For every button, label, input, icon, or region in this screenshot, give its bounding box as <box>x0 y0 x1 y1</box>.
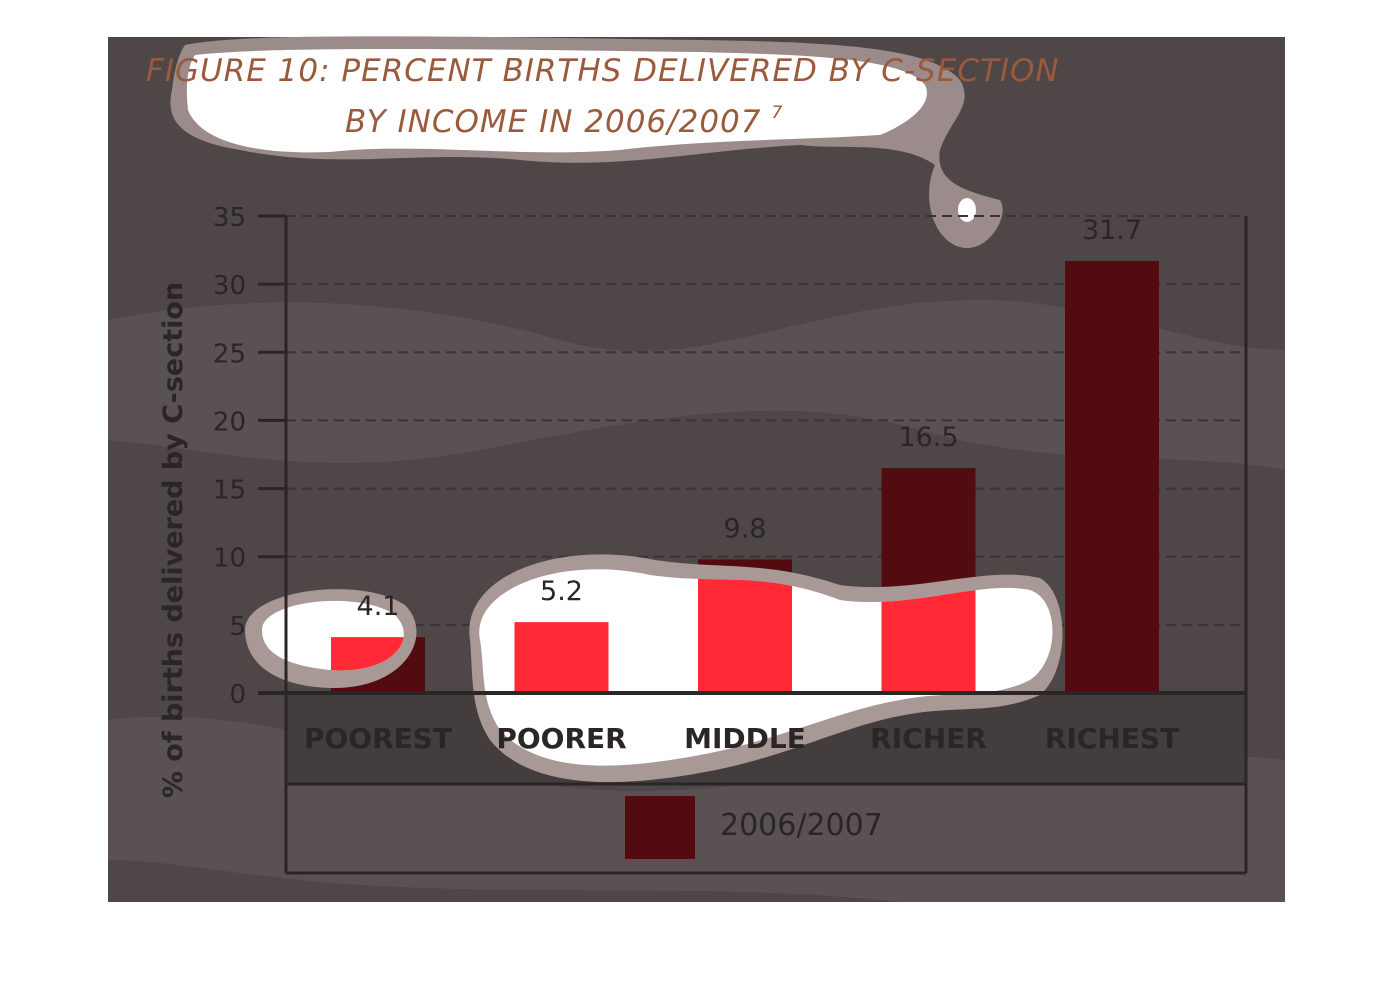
category-label-poorer: POORER <box>496 722 626 755</box>
y-tick-label: 0 <box>229 680 246 710</box>
y-ticks: 0 5 10 15 20 25 30 35 <box>213 203 286 710</box>
title-blob-inner <box>186 48 927 153</box>
bar-highlight-middle <box>698 569 792 693</box>
category-labels: POOREST POORER MIDDLE RICHER RICHEST <box>304 722 1179 755</box>
category-label-richest: RICHEST <box>1045 722 1179 755</box>
axes <box>258 216 1248 875</box>
chart-title-line2-text: BY INCOME IN 2006/2007 <box>345 104 762 140</box>
chart-title-superscript: 7 <box>772 103 784 123</box>
y-tick-label: 30 <box>213 271 246 301</box>
legend-label: 2006/2007 <box>720 808 883 843</box>
bar-highlights <box>331 569 976 693</box>
bar-highlight-poorer <box>514 622 609 693</box>
y-tick-label: 20 <box>213 407 246 437</box>
overlay-blob-fill <box>262 569 1053 766</box>
chart-title-line2: BY INCOME IN 2006/2007 7 <box>345 103 783 140</box>
y-tick-label: 5 <box>229 612 246 642</box>
y-axis-label: % of births delivered by C-section <box>158 282 189 798</box>
data-label-richer: 16.5 <box>898 422 958 453</box>
y-tick-label: 15 <box>213 476 246 506</box>
data-label-richest: 31.7 <box>1082 215 1142 246</box>
category-label-richer: RICHER <box>870 722 987 755</box>
title-blob-drop <box>958 198 976 222</box>
y-tick-label: 25 <box>213 339 246 369</box>
data-label-poorer: 5.2 <box>540 576 583 607</box>
category-label-middle: MIDDLE <box>684 722 806 755</box>
chart-title-line1: FIGURE 10: PERCENT BIRTHS DELIVERED BY C… <box>146 53 1060 89</box>
data-label-middle: 9.8 <box>724 513 767 544</box>
y-tick-label: 10 <box>213 544 246 574</box>
y-tick-label: 35 <box>213 203 246 233</box>
legend-swatch <box>625 796 695 859</box>
category-label-poorest: POOREST <box>304 722 452 755</box>
data-labels: 4.1 5.2 9.8 16.5 31.7 <box>357 215 1143 622</box>
overlay-blobs <box>245 554 1063 783</box>
data-label-poorest: 4.1 <box>357 591 400 622</box>
decorative-band <box>108 300 1285 470</box>
bar-richest <box>1065 260 1159 693</box>
